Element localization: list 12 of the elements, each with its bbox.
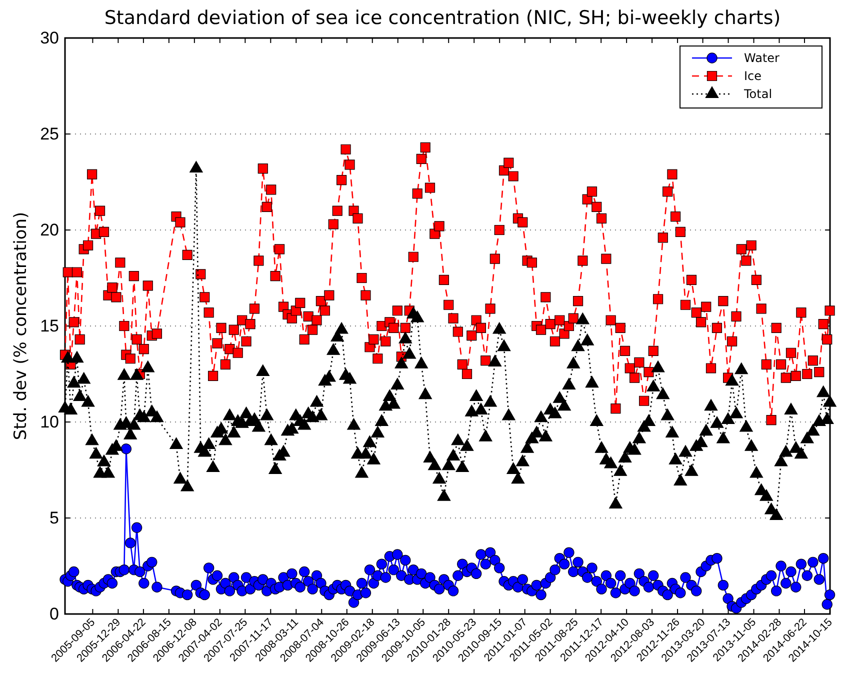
y-axis-title: Std. dev (% concentration) — [11, 212, 31, 440]
y-tick-label: 10 — [40, 412, 59, 432]
legend-label: Water — [744, 51, 780, 66]
chart-title: Standard deviation of sea ice concentration (NIC, SH; bi-weekly charts) — [104, 7, 781, 29]
y-tick-label: 30 — [40, 28, 59, 48]
legend-label: Ice — [744, 69, 762, 84]
y-tick-label: 25 — [40, 124, 59, 144]
y-tick-label: 20 — [40, 220, 59, 240]
legend-label: Total — [743, 87, 772, 102]
y-tick-label: 15 — [40, 316, 59, 336]
y-tick-label: 5 — [50, 508, 59, 528]
y-tick-label: 0 — [50, 604, 59, 624]
